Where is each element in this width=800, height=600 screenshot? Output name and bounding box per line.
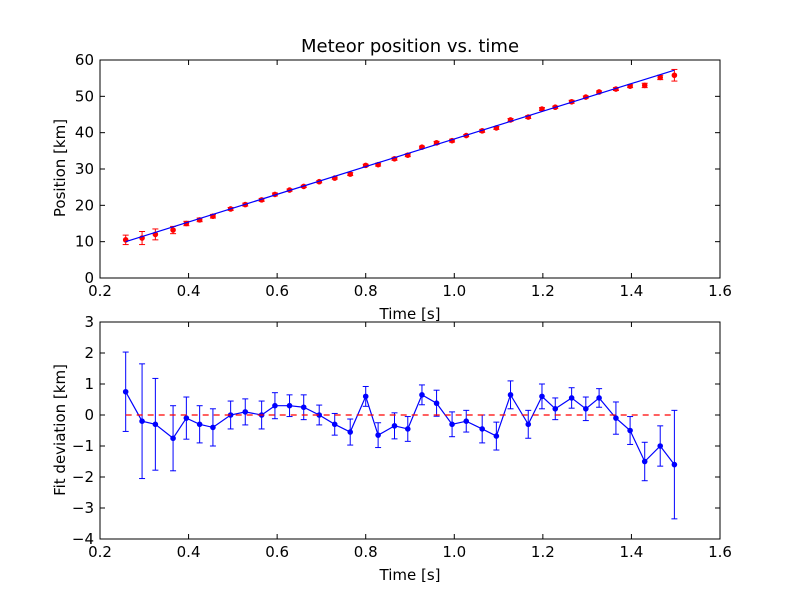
position-ytick-label: 50 — [75, 87, 94, 105]
position-chart: Meteor position vs. time 0.2 0.4 0.6 0.8 1.0… — [51, 36, 732, 323]
deviation-axes-frame — [99, 321, 721, 540]
deviation-data-point — [272, 402, 278, 409]
position-xtick-label: 1.4 — [619, 282, 643, 300]
deviation-data-point — [362, 393, 369, 400]
position-xtick-label: 0.4 — [177, 282, 201, 300]
deviation-data-point — [391, 423, 398, 429]
deviation-data-point — [463, 418, 470, 425]
deviation-chart-xlabel: Time [s] — [379, 566, 441, 584]
position-ytick-label: 20 — [75, 196, 94, 214]
position-data-point — [170, 227, 176, 233]
position-xtick-label: 0.8 — [354, 282, 378, 300]
position-data-point — [657, 74, 664, 81]
deviation-data-point — [375, 432, 381, 438]
deviation-data-point — [613, 415, 619, 421]
position-fit-line — [125, 69, 675, 243]
position-ytick-label: 30 — [75, 160, 94, 178]
position-ytick-label: 40 — [75, 124, 94, 142]
deviation-xtick-label: 0.2 — [88, 543, 112, 561]
deviation-data-point — [139, 418, 145, 425]
deviation-data-point — [170, 435, 176, 442]
deviation-data-point — [419, 392, 425, 398]
deviation-data-point — [347, 429, 354, 435]
deviation-data-point — [286, 402, 293, 409]
deviation-data-point — [552, 406, 559, 412]
deviation-chart-ylabel: Fit deviation [km] — [51, 364, 69, 496]
deviation-data-point — [525, 421, 532, 428]
position-chart-ylabel: Position [km] — [51, 119, 69, 217]
deviation-data-point — [671, 461, 678, 468]
position-chart-title: Meteor position vs. time — [301, 36, 519, 57]
deviation-ytick-label: −2 — [72, 468, 94, 486]
deviation-data-point — [210, 424, 216, 431]
position-plot-area: 0.2 0.4 0.6 0.8 1.0 1.2 1.4 1.6 0 10 20 30 40 50 60 — [75, 51, 732, 300]
position-ytick-label: 0 — [84, 269, 94, 287]
deviation-data-point — [433, 400, 440, 407]
deviation-ytick-label: 0 — [84, 406, 94, 424]
deviation-data-point — [404, 426, 411, 432]
deviation-data-point — [568, 395, 575, 401]
position-ytick-label: 60 — [75, 51, 94, 69]
position-xtick-label: 1.0 — [442, 282, 466, 300]
deviation-data-point — [596, 395, 602, 401]
deviation-data-point — [657, 443, 664, 449]
deviation-xtick-label: 1.6 — [708, 543, 732, 561]
deviation-data-point — [479, 426, 485, 432]
deviation-data-point — [331, 421, 338, 428]
position-chart-xlabel: Time [s] — [379, 305, 441, 323]
deviation-data-point — [152, 421, 159, 428]
deviation-ytick-label: −1 — [72, 437, 94, 455]
deviation-data-point — [627, 427, 633, 434]
deviation-data-point — [449, 421, 455, 428]
deviation-data-point — [242, 409, 249, 415]
deviation-xtick-label: 1.2 — [531, 543, 555, 561]
deviation-xtick-label: 0.6 — [265, 543, 289, 561]
position-xtick-label: 0.2 — [88, 282, 112, 300]
deviation-data-point — [196, 421, 203, 428]
deviation-xtick-label: 0.8 — [354, 543, 378, 561]
position-data-point — [641, 82, 648, 89]
deviation-ytick-label: 2 — [84, 344, 94, 362]
position-data-point — [671, 72, 678, 79]
deviation-ytick-label: −4 — [72, 530, 94, 548]
deviation-xtick-label: 0.4 — [177, 543, 201, 561]
deviation-data-point — [641, 458, 648, 465]
deviation-plot-area: 0.2 0.4 0.6 0.8 1.0 1.2 1.4 1.6 −4 −3 −2 −1 0 1 2 3 — [72, 313, 732, 561]
deviation-xtick-label: 1.4 — [619, 543, 643, 561]
position-xtick-label: 1.2 — [531, 282, 555, 300]
deviation-ytick-label: 3 — [84, 313, 94, 331]
deviation-xtick-label: 1.0 — [442, 543, 466, 561]
deviation-deviation-line — [125, 391, 675, 465]
deviation-chart: 0.2 0.4 0.6 0.8 1.0 1.2 1.4 1.6 −4 −3 −2 −1 0 1 2 3 Tim… — [51, 313, 732, 584]
deviation-data-point — [183, 415, 190, 421]
deviation-data-point — [507, 392, 514, 398]
position-ytick-label: 10 — [75, 233, 94, 251]
deviation-ytick-label: 1 — [84, 375, 94, 393]
deviation-data-point — [493, 433, 500, 439]
position-xtick-label: 0.6 — [265, 282, 289, 300]
position-xtick-label: 1.6 — [708, 282, 732, 300]
deviation-data-point — [539, 393, 545, 400]
deviation-ytick-label: −3 — [72, 499, 94, 517]
deviation-data-point — [122, 388, 129, 395]
deviation-data-point — [583, 406, 589, 412]
deviation-data-point — [300, 404, 307, 411]
